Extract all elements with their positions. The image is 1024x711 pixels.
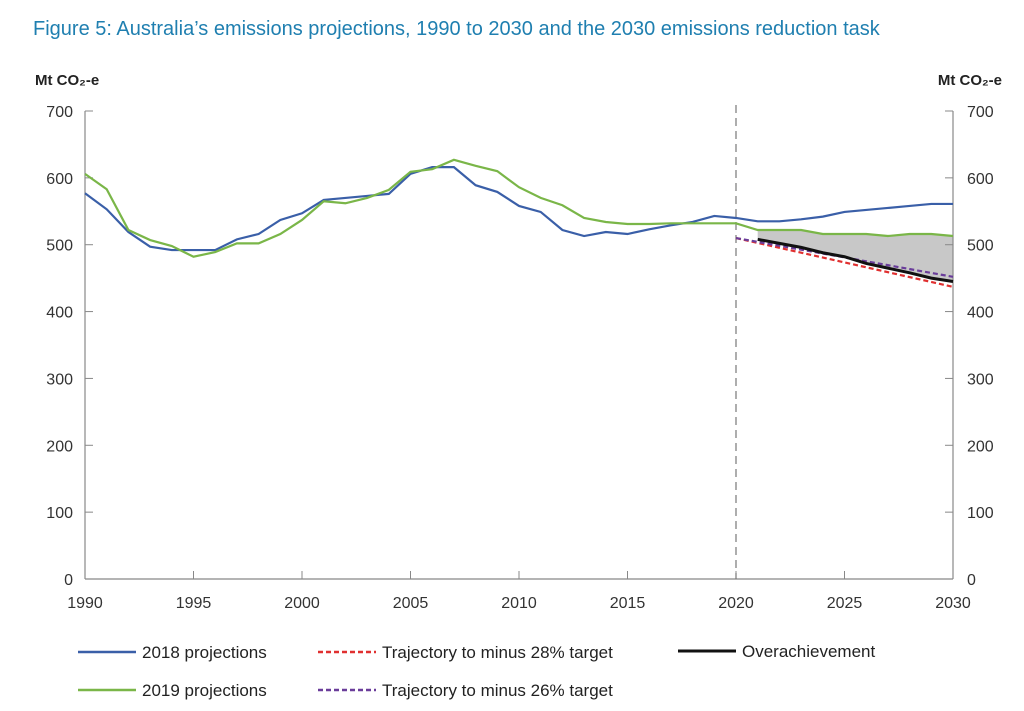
legend-label: Overachievement [742,642,876,661]
legend-label: 2018 projections [142,643,267,662]
y-tick-label-right: 100 [967,505,994,522]
y-tick-label-right: 400 [967,305,994,322]
y-axis-label-left: Mt CO₂-e [35,72,99,89]
x-tick-label: 1990 [67,595,103,612]
overachievement-shaded-area [757,230,953,282]
y-tick-label-left: 200 [46,438,73,455]
y-tick-label-left: 500 [46,238,73,255]
y-tick-label-right: 700 [967,104,994,121]
y-tick-label-right: 500 [967,238,994,255]
legend-label: Trajectory to minus 26% target [382,681,613,700]
x-tick-label: 1995 [176,595,212,612]
y-tick-label-left: 100 [46,505,73,522]
y-tick-label-left: 400 [46,305,73,322]
x-tick-label: 2030 [935,595,971,612]
y-tick-label-left: 700 [46,104,73,121]
y-tick-label-left: 300 [46,371,73,388]
y-tick-label-left: 600 [46,171,73,188]
series-line-3 [735,236,954,278]
y-tick-label-right: 300 [967,371,994,388]
y-tick-label-right: 0 [967,572,976,589]
series-line-1 [84,158,954,258]
x-tick-label: 2010 [501,595,537,612]
legend-label: 2019 projections [142,681,267,700]
series-line-2 [735,236,954,288]
y-tick-label-right: 200 [967,438,994,455]
x-tick-label: 2005 [393,595,429,612]
x-tick-label: 2015 [610,595,646,612]
y-axis-label-right: Mt CO₂-e [938,72,1002,89]
x-tick-label: 2025 [827,595,863,612]
series-line-0 [84,166,953,252]
chart-title: Figure 5: Australia’s emissions projecti… [33,18,880,40]
x-tick-label: 2020 [718,595,754,612]
y-tick-label-left: 0 [64,572,73,589]
y-tick-label-right: 600 [967,171,994,188]
legend-label: Trajectory to minus 28% target [382,643,613,662]
series-line-4 [757,237,954,283]
x-tick-label: 2000 [284,595,320,612]
